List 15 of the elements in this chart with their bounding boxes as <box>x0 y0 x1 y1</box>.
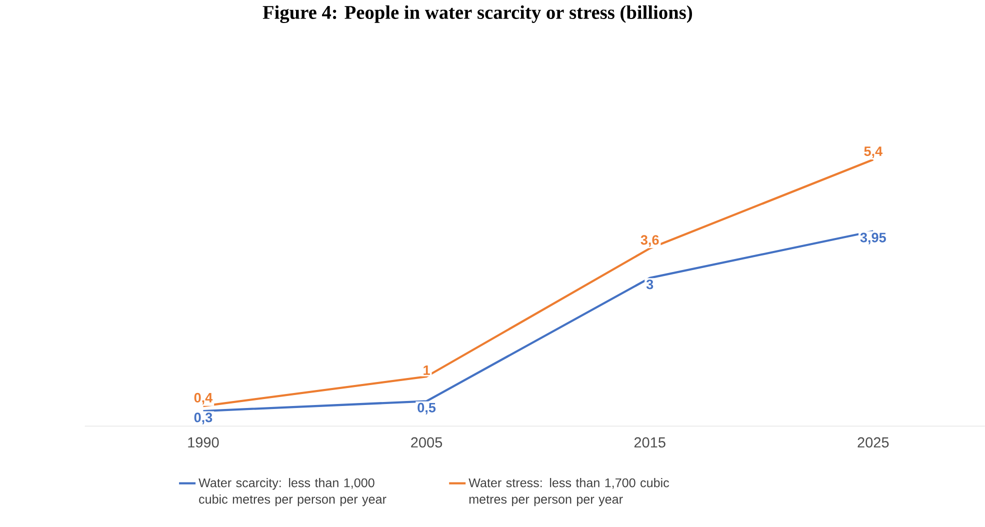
legend-label: Water scarcity: less than 1,000 cubic metres per person per year <box>198 478 386 506</box>
x-tick-label: 2025 <box>858 437 889 448</box>
data-label: 0,5 <box>418 402 436 414</box>
data-label: 3,95 <box>860 232 886 244</box>
x-tick-label: 1990 <box>188 437 219 448</box>
data-label: 1 <box>424 365 430 375</box>
data-label: 5,4 <box>864 146 882 158</box>
x-tick-label: 2015 <box>634 437 666 448</box>
data-label: 0,4 <box>194 392 213 404</box>
chart-title: Figure 4: People in water scarcity or stress (billions) <box>262 5 692 23</box>
legend-label: Water stress: less than 1,700 cubic metres per person per year <box>468 478 670 506</box>
data-label: 3 <box>646 280 654 290</box>
data-label: 3,6 <box>640 235 659 247</box>
x-tick-label: 2005 <box>411 437 442 448</box>
data-label: 0,3 <box>194 412 212 424</box>
